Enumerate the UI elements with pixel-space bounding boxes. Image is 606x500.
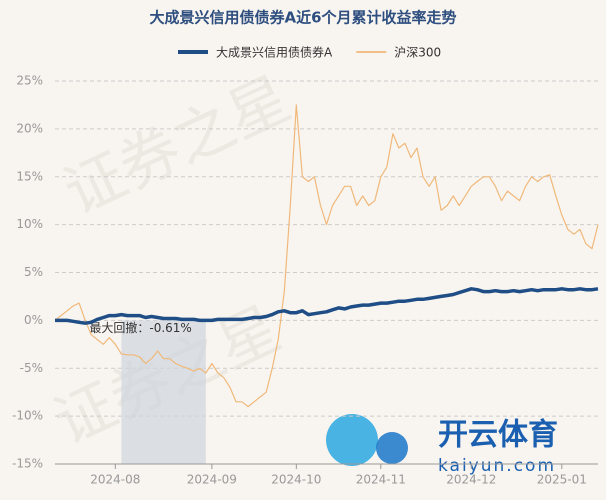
y-tick-label: -15% <box>12 457 43 471</box>
legend-label: 沪深300 <box>394 46 441 60</box>
logo: 开云体育 kaiyun.com <box>326 414 558 476</box>
y-tick-label: 15% <box>16 169 43 183</box>
x-tick-label: 2024-08 <box>90 473 140 487</box>
y-tick-label: -10% <box>12 409 43 423</box>
y-tick-label: 25% <box>16 74 43 88</box>
series-line <box>54 104 599 408</box>
y-tick-label: -5% <box>20 361 43 375</box>
series-line <box>55 287 599 325</box>
y-tick-label: 5% <box>24 265 43 279</box>
y-tick-label: 0% <box>24 313 43 327</box>
logo-site: kaiyun.com <box>438 456 556 476</box>
legend: 大成景兴信用债债券A 沪深300 <box>178 45 441 60</box>
chart-title: 大成景兴信用债债券A近6个月累计收益率走势 <box>149 9 456 27</box>
drawdown-label: 最大回撤：-0.61% <box>89 320 191 335</box>
logo-name: 开云体育 <box>438 418 558 453</box>
logo-icon <box>326 414 378 466</box>
x-tick-label: 2024-11 <box>356 473 406 487</box>
logo-ball <box>376 432 408 464</box>
x-tick-label: 2025-01 <box>537 473 587 487</box>
y-tick-label: 10% <box>16 217 43 231</box>
x-tick-label: 2024-09 <box>187 473 237 487</box>
y-tick-label: 20% <box>16 121 43 135</box>
x-tick-label: 2024-12 <box>446 473 496 487</box>
legend-label: 大成景兴信用债债券A <box>216 45 333 60</box>
x-tick-label: 2024-10 <box>271 473 321 487</box>
drawdown-shade <box>121 320 206 464</box>
